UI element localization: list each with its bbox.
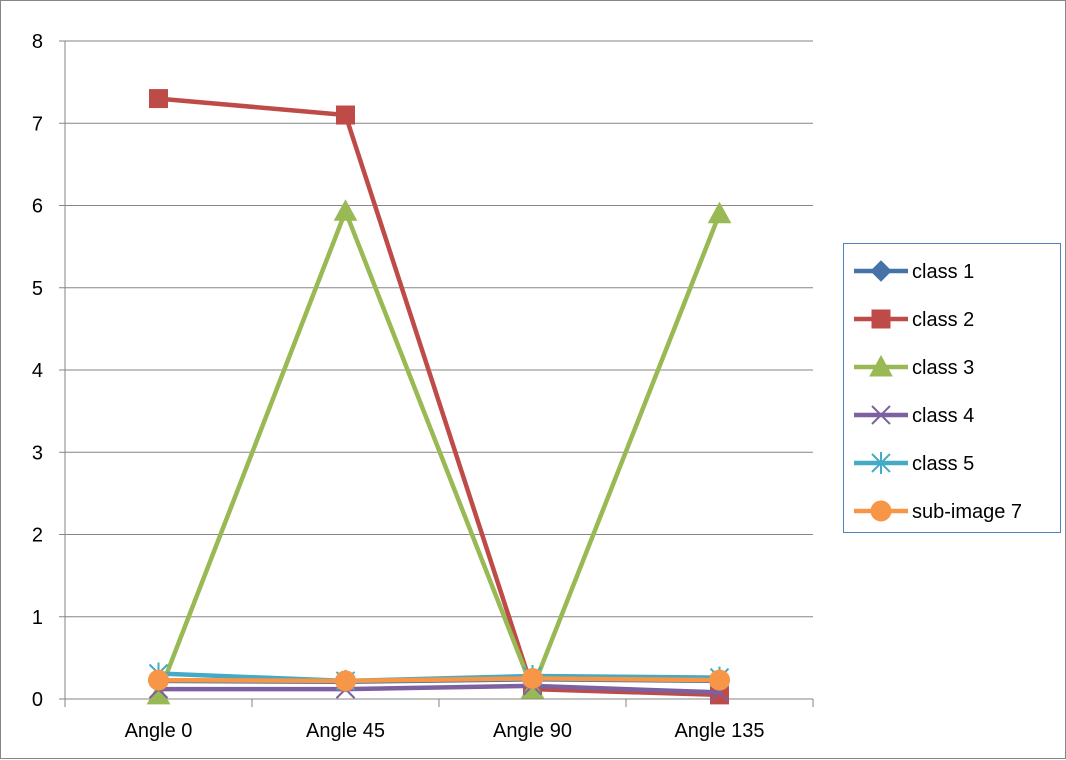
series-line-sub-image-7 bbox=[158, 676, 720, 684]
series-line-class-4 bbox=[158, 683, 720, 695]
y-tick-label: 3 bbox=[32, 442, 43, 464]
series-line-class-2 bbox=[158, 96, 720, 698]
legend-marker-class-2 bbox=[871, 309, 891, 329]
legend-label: class 5 bbox=[912, 453, 974, 475]
x-tick-label: Angle 45 bbox=[306, 720, 385, 742]
data-point-sub-image-7 bbox=[522, 667, 543, 689]
legend-marker-class-3 bbox=[869, 354, 893, 377]
legend-item-class-2: class 2 bbox=[854, 309, 974, 331]
legend: class 1 class 2 class 3 class 4 class 5 sub-i… bbox=[843, 243, 1061, 533]
legend-label: class 4 bbox=[912, 405, 974, 427]
x-tick-label: Angle 0 bbox=[125, 720, 193, 742]
legend-item-class-4: class 4 bbox=[854, 405, 974, 427]
y-tick-label: 0 bbox=[32, 689, 43, 711]
y-tick-label: 5 bbox=[32, 278, 43, 300]
y-tick-label: 1 bbox=[32, 607, 43, 629]
legend-label: class 2 bbox=[912, 309, 974, 331]
legend-item-class-1: class 1 bbox=[854, 260, 974, 283]
series-line-class-3 bbox=[156, 209, 722, 696]
data-point-sub-image-7 bbox=[335, 670, 356, 692]
y-tick-label: 8 bbox=[32, 31, 43, 53]
y-tick-label: 7 bbox=[32, 113, 43, 135]
data-point-class-3 bbox=[707, 201, 732, 224]
legend-marker-class-5 bbox=[871, 452, 891, 474]
data-point-class-2 bbox=[149, 89, 168, 109]
data-point-sub-image-7 bbox=[709, 669, 730, 691]
data-point-class-2 bbox=[336, 105, 355, 125]
y-tick-label: 6 bbox=[32, 196, 43, 218]
data-point-sub-image-7 bbox=[148, 669, 169, 691]
legend-label: sub-image 7 bbox=[912, 501, 1022, 523]
y-tick-label: 4 bbox=[32, 360, 43, 382]
legend-item-class-5: class 5 bbox=[854, 452, 974, 475]
legend-item-sub-image-7: sub-image 7 bbox=[854, 500, 1022, 523]
legend-item-class-3: class 3 bbox=[854, 354, 974, 379]
y-tick-label: 2 bbox=[32, 525, 43, 547]
legend-label: class 3 bbox=[912, 357, 974, 379]
data-point-class-3 bbox=[333, 199, 358, 221]
legend-entries: class 1 class 2 class 3 class 4 class 5 sub-i… bbox=[854, 260, 1022, 523]
legend-marker-sub-image-7 bbox=[870, 500, 892, 522]
legend-marker-class-4 bbox=[871, 405, 891, 425]
legend-label: class 1 bbox=[912, 261, 974, 283]
legend-marker-class-1 bbox=[870, 260, 892, 282]
x-tick-label: Angle 90 bbox=[493, 720, 572, 742]
x-tick-label: Angle 135 bbox=[674, 720, 764, 742]
